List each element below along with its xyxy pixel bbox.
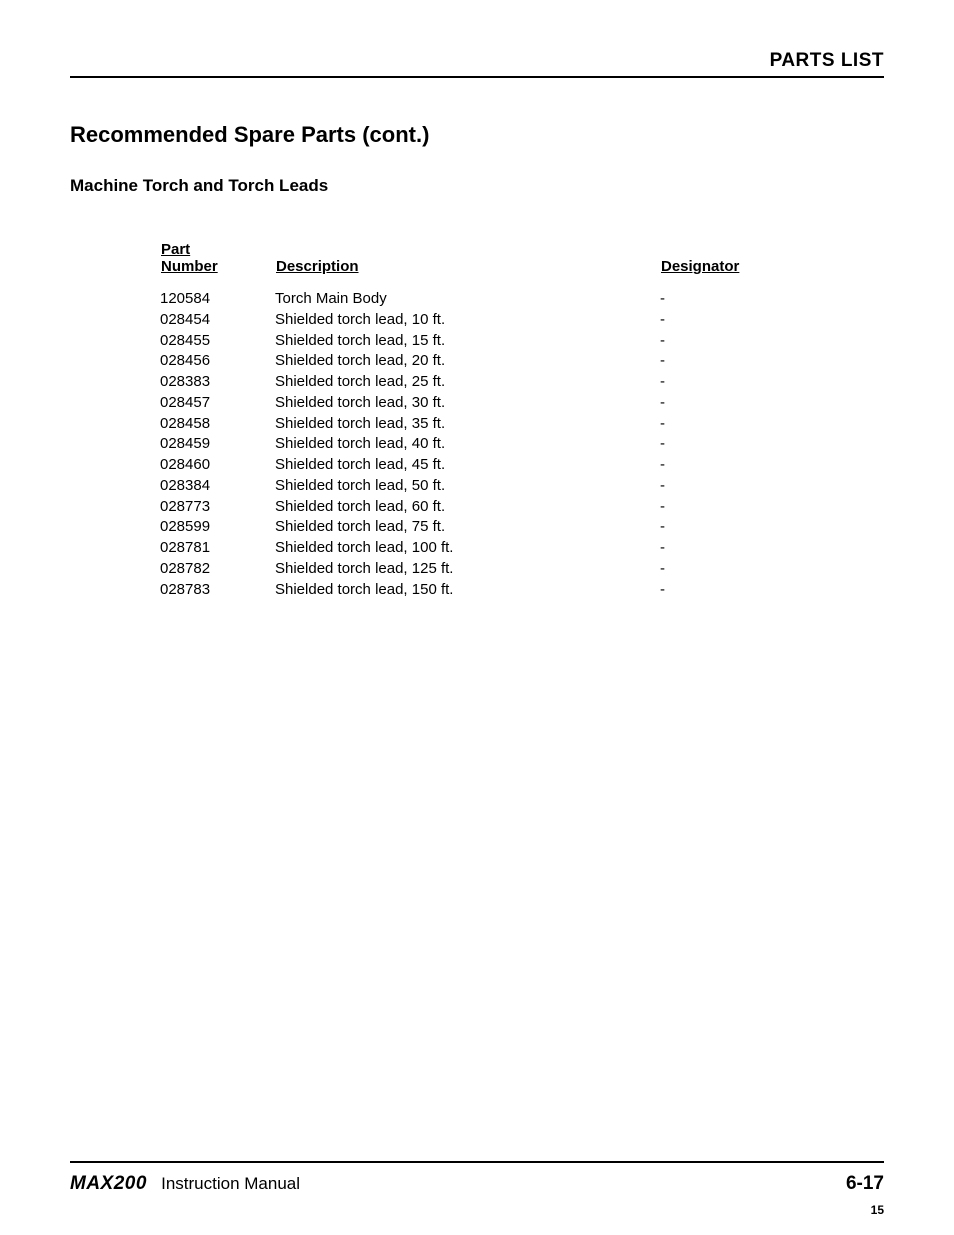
table-row: 028773Shielded torch lead, 60 ft.- bbox=[160, 497, 780, 518]
col-header-part-line1: Part bbox=[161, 241, 190, 258]
table-row: 028599Shielded torch lead, 75 ft.- bbox=[160, 517, 780, 538]
cell-description: Shielded torch lead, 60 ft. bbox=[275, 497, 660, 518]
cell-description: Shielded torch lead, 125 ft. bbox=[275, 559, 660, 580]
cell-designator: - bbox=[660, 310, 780, 331]
cell-designator: - bbox=[660, 497, 780, 518]
footer-row: MAX200 Instruction Manual 6-17 bbox=[70, 1173, 884, 1195]
cell-description: Shielded torch lead, 35 ft. bbox=[275, 414, 660, 435]
cell-part-number: 028773 bbox=[160, 497, 275, 518]
table-row: 028384Shielded torch lead, 50 ft.- bbox=[160, 476, 780, 497]
cell-designator: - bbox=[660, 434, 780, 455]
table-row: 028383Shielded torch lead, 25 ft.- bbox=[160, 372, 780, 393]
cell-part-number: 028383 bbox=[160, 372, 275, 393]
main-heading: Recommended Spare Parts (cont.) bbox=[70, 122, 884, 148]
col-header-part-number: Part Number bbox=[160, 240, 275, 289]
cell-part-number: 028456 bbox=[160, 351, 275, 372]
section-title: PARTS LIST bbox=[70, 50, 884, 72]
cell-designator: - bbox=[660, 393, 780, 414]
cell-part-number: 028384 bbox=[160, 476, 275, 497]
cell-part-number: 028458 bbox=[160, 414, 275, 435]
cell-part-number: 028459 bbox=[160, 434, 275, 455]
cell-part-number: 028781 bbox=[160, 538, 275, 559]
cell-designator: - bbox=[660, 517, 780, 538]
cell-description: Shielded torch lead, 30 ft. bbox=[275, 393, 660, 414]
cell-description: Shielded torch lead, 20 ft. bbox=[275, 351, 660, 372]
cell-part-number: 028782 bbox=[160, 559, 275, 580]
cell-part-number: 028599 bbox=[160, 517, 275, 538]
cell-designator: - bbox=[660, 351, 780, 372]
doc-type bbox=[152, 1174, 161, 1193]
doc-type-text: Instruction Manual bbox=[161, 1174, 300, 1193]
cell-designator: - bbox=[660, 580, 780, 601]
cell-description: Shielded torch lead, 40 ft. bbox=[275, 434, 660, 455]
cell-designator: - bbox=[660, 372, 780, 393]
parts-table-body: 120584Torch Main Body-028454Shielded tor… bbox=[160, 289, 780, 600]
page-ref: 6-17 bbox=[846, 1173, 884, 1195]
table-row: 028458Shielded torch lead, 35 ft.- bbox=[160, 414, 780, 435]
cell-description: Shielded torch lead, 10 ft. bbox=[275, 310, 660, 331]
table-row: 120584Torch Main Body- bbox=[160, 289, 780, 310]
col-header-part-line2: Number bbox=[161, 258, 218, 275]
cell-designator: - bbox=[660, 289, 780, 310]
cell-designator: - bbox=[660, 414, 780, 435]
cell-description: Torch Main Body bbox=[275, 289, 660, 310]
page-container: PARTS LIST Recommended Spare Parts (cont… bbox=[0, 0, 954, 1235]
col-header-description: Description bbox=[275, 240, 660, 289]
table-row: 028783Shielded torch lead, 150 ft.- bbox=[160, 580, 780, 601]
cell-part-number: 028460 bbox=[160, 455, 275, 476]
footer-left: MAX200 Instruction Manual bbox=[70, 1173, 300, 1195]
cell-description: Shielded torch lead, 50 ft. bbox=[275, 476, 660, 497]
table-row: 028456Shielded torch lead, 20 ft.- bbox=[160, 351, 780, 372]
cell-description: Shielded torch lead, 75 ft. bbox=[275, 517, 660, 538]
table-row: 028460Shielded torch lead, 45 ft.- bbox=[160, 455, 780, 476]
cell-part-number: 028454 bbox=[160, 310, 275, 331]
table-row: 028455Shielded torch lead, 15 ft.- bbox=[160, 331, 780, 352]
cell-designator: - bbox=[660, 331, 780, 352]
cell-designator: - bbox=[660, 559, 780, 580]
cell-description: Shielded torch lead, 25 ft. bbox=[275, 372, 660, 393]
parts-table-wrap: Part Number Description Designator 12058… bbox=[70, 240, 884, 600]
sub-heading: Machine Torch and Torch Leads bbox=[70, 176, 884, 196]
cell-part-number: 028455 bbox=[160, 331, 275, 352]
cell-designator: - bbox=[660, 538, 780, 559]
table-row: 028782Shielded torch lead, 125 ft.- bbox=[160, 559, 780, 580]
product-name: MAX200 bbox=[70, 1173, 147, 1194]
cell-description: Shielded torch lead, 150 ft. bbox=[275, 580, 660, 601]
corner-page-number: 15 bbox=[871, 1203, 884, 1217]
table-row: 028457Shielded torch lead, 30 ft.- bbox=[160, 393, 780, 414]
table-row: 028454Shielded torch lead, 10 ft.- bbox=[160, 310, 780, 331]
cell-designator: - bbox=[660, 476, 780, 497]
footer-rule bbox=[70, 1161, 884, 1163]
header-section: PARTS LIST bbox=[70, 50, 884, 78]
cell-description: Shielded torch lead, 15 ft. bbox=[275, 331, 660, 352]
table-row: 028459Shielded torch lead, 40 ft.- bbox=[160, 434, 780, 455]
cell-description: Shielded torch lead, 100 ft. bbox=[275, 538, 660, 559]
page-footer: MAX200 Instruction Manual 6-17 bbox=[70, 1161, 884, 1195]
parts-table: Part Number Description Designator 12058… bbox=[160, 240, 780, 600]
table-row: 028781Shielded torch lead, 100 ft.- bbox=[160, 538, 780, 559]
cell-designator: - bbox=[660, 455, 780, 476]
cell-part-number: 028457 bbox=[160, 393, 275, 414]
col-header-designator: Designator bbox=[660, 240, 780, 289]
cell-description: Shielded torch lead, 45 ft. bbox=[275, 455, 660, 476]
cell-part-number: 028783 bbox=[160, 580, 275, 601]
cell-part-number: 120584 bbox=[160, 289, 275, 310]
table-header-row: Part Number Description Designator bbox=[160, 240, 780, 289]
